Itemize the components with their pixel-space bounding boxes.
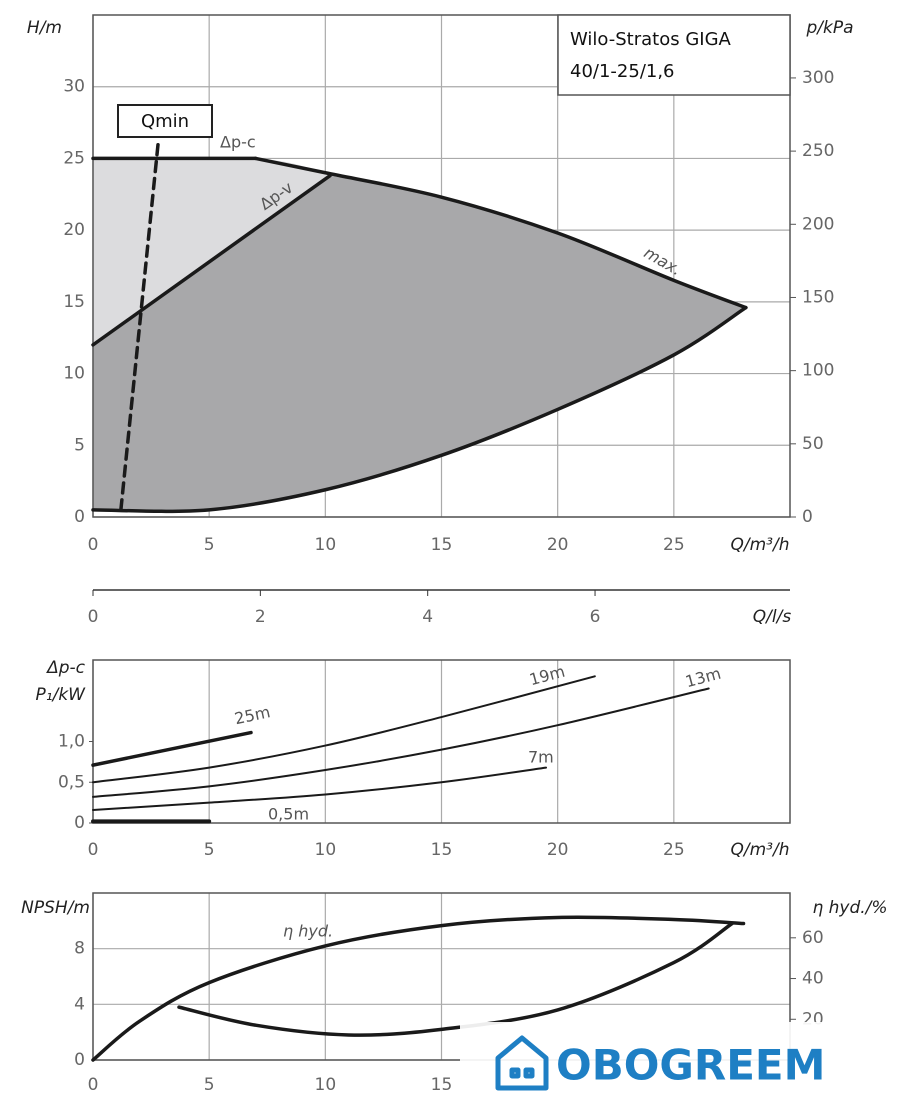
x-tick-label: 5 — [204, 535, 215, 555]
series-label: 7m — [528, 748, 554, 767]
y-tick-label: 4 — [74, 994, 85, 1014]
chart-subtitle: 40/1-25/1,6 — [570, 61, 675, 82]
chart-title: Wilo-Stratos GIGA — [570, 29, 732, 50]
x-tick-label: 4 — [422, 607, 433, 627]
y-axis-label: Δp-c — [45, 658, 86, 678]
x-tick-label: 5 — [204, 1075, 215, 1095]
label-box — [117, 104, 213, 138]
y2-tick-label: 100 — [802, 361, 834, 381]
x-axis-label: Q/l/s — [753, 607, 792, 627]
x-tick-label: 25 — [663, 535, 685, 555]
y-tick-label: 15 — [63, 292, 85, 312]
y2-tick-label: 250 — [802, 141, 834, 161]
x-tick-label: 25 — [663, 840, 685, 860]
x-tick-label: 20 — [547, 535, 569, 555]
curve — [119, 142, 160, 512]
x-tick-label: 0 — [88, 1075, 99, 1095]
x-tick-label: 6 — [590, 607, 601, 627]
y-axis-label: NPSH/m — [21, 898, 90, 918]
series-label: Qmin — [141, 111, 189, 132]
y-axis-label: H/m — [27, 18, 62, 38]
series-label: η hyd. — [283, 922, 333, 941]
curve — [91, 730, 253, 767]
curve — [177, 921, 734, 1037]
y-tick-label: 8 — [74, 939, 85, 959]
x-tick-label: 5 — [204, 840, 215, 860]
y-tick-label: 20 — [63, 220, 85, 240]
y2-axis-label: η hyd./% — [812, 898, 887, 918]
x-tick-label: 15 — [431, 535, 453, 555]
y-tick-label: 25 — [63, 148, 85, 168]
y-tick-label: 0,5 — [58, 772, 85, 792]
curve — [91, 305, 748, 514]
y-tick-label: 30 — [63, 77, 85, 97]
plot-frame — [92, 892, 791, 1061]
x-tick-label: 15 — [431, 1075, 453, 1095]
series-label: Δp-c — [220, 133, 256, 152]
curve — [91, 915, 746, 1062]
plot-frame — [92, 14, 791, 518]
x-tick-label: 10 — [315, 535, 337, 555]
x-tick-label: 0 — [88, 607, 99, 627]
operating-area — [93, 175, 746, 512]
y2-tick-label: 60 — [802, 928, 824, 948]
y-tick-label: 0 — [74, 507, 85, 527]
y2-tick-label: 40 — [802, 969, 824, 989]
y-tick-label: 1,0 — [58, 732, 85, 752]
y-tick-label: 0 — [74, 813, 85, 833]
curve — [92, 687, 710, 798]
curve — [92, 766, 548, 811]
plot-frame — [92, 659, 791, 824]
x-tick-label: 0 — [88, 535, 99, 555]
y-tick-label: 5 — [74, 435, 85, 455]
x-axis-label: Q/m³/h — [731, 535, 790, 555]
y2-tick-label: 150 — [802, 287, 834, 307]
y-axis-label: P₁/kW — [36, 685, 87, 705]
watermark-icon — [495, 1035, 549, 1091]
y2-axis-label: p/kPa — [805, 18, 853, 38]
curve — [91, 173, 332, 347]
y2-tick-label: 300 — [802, 68, 834, 88]
x-tick-label: 20 — [547, 840, 569, 860]
x-tick-label: 15 — [431, 840, 453, 860]
y-tick-label: 10 — [63, 364, 85, 384]
watermark: OBOGREEM — [556, 1041, 825, 1090]
x-axis-label: Q/m³/h — [731, 840, 790, 860]
series-label: 0,5m — [268, 805, 309, 824]
x-tick-label: 10 — [315, 840, 337, 860]
title-box — [557, 14, 791, 96]
curve — [253, 156, 748, 310]
x-tick-label: 10 — [315, 1075, 337, 1095]
curve — [92, 675, 596, 784]
y2-tick-label: 0 — [802, 507, 813, 527]
y-tick-label: 0 — [74, 1050, 85, 1070]
y2-tick-label: 50 — [802, 434, 824, 454]
y2-tick-label: 200 — [802, 214, 834, 234]
x-tick-label: 2 — [255, 607, 266, 627]
x-tick-label: 0 — [88, 840, 99, 860]
